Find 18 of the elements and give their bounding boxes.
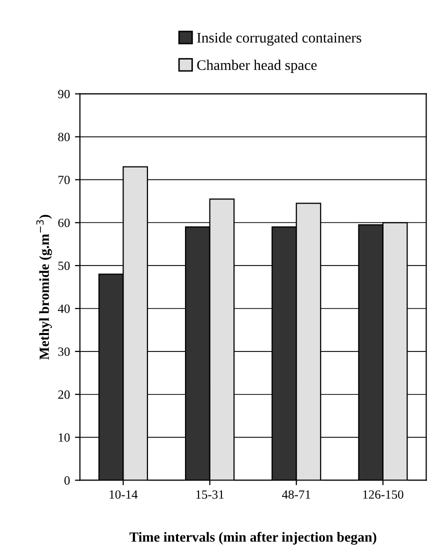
y-tick-label: 90 (58, 90, 70, 98)
y-tick-label: 40 (58, 304, 70, 313)
y-tick-label: 60 (58, 218, 70, 228)
y-tick-label: 70 (58, 176, 70, 184)
y-axis-title: Methyl bromide (g.m$^{−3}$) (36, 214, 52, 360)
x-tick-label: 10-14 (110, 490, 138, 499)
y-tick-label: 20 (58, 390, 70, 399)
x-tick-label: 48-71 (282, 490, 310, 499)
legend-label: Chamber head space (197, 60, 317, 73)
y-tick-label: 30 (58, 347, 70, 356)
x-tick-label: 126-150 (363, 490, 404, 499)
y-tick-label: 10 (58, 433, 70, 442)
x-tick-label: 15-31 (196, 490, 224, 499)
legend-label: Inside corrugated containers (197, 32, 362, 46)
y-tick-label: 80 (58, 132, 70, 142)
y-tick-label: 50 (58, 262, 70, 270)
y-tick-label: 0 (64, 476, 70, 485)
x-axis-title: Time intervals (min after injection began) (130, 532, 376, 545)
